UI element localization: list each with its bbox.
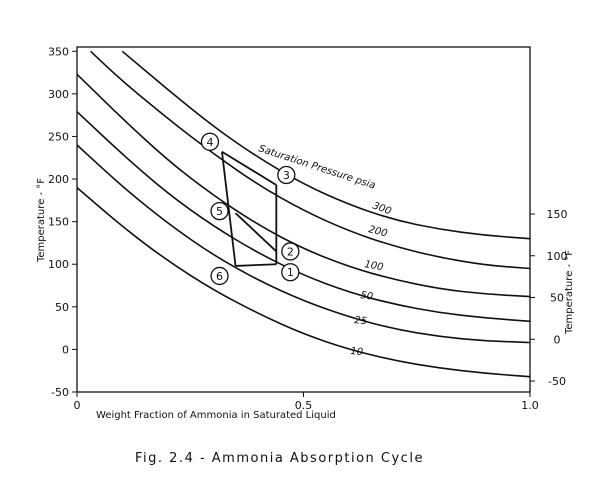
curve-label-100: 100 (363, 259, 384, 273)
figure-caption: Fig. 2.4 - Ammonia Absorption Cycle (135, 451, 424, 466)
cycle-line-5-2 (234, 212, 277, 253)
x-tick-label: 0.5 (295, 399, 313, 412)
cycle-marker-2 (281, 242, 300, 261)
y-right-tick-label: -50 (548, 375, 566, 388)
y-right-tick-label: 0 (554, 333, 561, 346)
cycle-line-3-4 (221, 151, 277, 186)
cycle-marker-label-3: 3 (283, 169, 290, 182)
curve-label-200: 200 (367, 224, 388, 239)
y-right-tick-label: 50 (550, 292, 564, 305)
pressure-curve-10 (76, 186, 531, 378)
y-axis-label-right: Temperature - °F (564, 250, 575, 335)
y-left-tick-label: 50 (55, 301, 69, 314)
cycle-marker-label-2: 2 (287, 245, 294, 258)
y-left-tick-label: -50 (51, 386, 69, 399)
pressure-curve-100 (76, 73, 531, 298)
cycle-marker-4 (200, 132, 220, 151)
y-axis-label-left: Temperature - °F (36, 178, 47, 263)
cycle-path: 1 2 3 4 5 6 (200, 132, 300, 286)
cycle-line-4-6 (221, 151, 237, 267)
pressure-curve-200 (90, 50, 531, 270)
pressure-curve-50 (76, 111, 531, 323)
pressure-curve-300 (121, 50, 531, 240)
cycle-marker-1 (281, 263, 300, 282)
cycle-marker-3 (277, 165, 296, 185)
curve-label-10: 10 (350, 346, 364, 358)
y-left-tick-label: 300 (48, 88, 69, 101)
y-right-tick-label: 100 (547, 250, 568, 263)
curve-label-50: 50 (360, 290, 374, 303)
y-left-tick-label: 200 (48, 173, 69, 186)
cycle-marker-label-6: 6 (216, 270, 223, 283)
y-left-tick-label: 350 (48, 45, 69, 58)
y-right-tick-label: 150 (547, 208, 568, 221)
pressure-curve-25 (76, 144, 531, 344)
x-axis-label: Weight Fraction of Ammonia in Saturated … (96, 410, 336, 421)
y-left-tick-label: 250 (48, 130, 69, 143)
x-tick-label: 0 (74, 399, 81, 412)
cycle-marker-label-4: 4 (206, 136, 213, 149)
cycle-marker-label-1: 1 (287, 266, 294, 279)
y-left-tick-label: 150 (48, 216, 69, 229)
cycle-marker-label-5: 5 (216, 205, 223, 218)
x-tick-label: 1.0 (521, 399, 539, 412)
cycle-marker-6 (210, 266, 229, 286)
y-left-tick-label: 0 (62, 343, 69, 356)
cycle-line-6-1 (235, 263, 277, 267)
cycle-marker-5 (210, 201, 229, 221)
y-left-tick-label: 100 (48, 258, 69, 271)
curve-label-25: 25 (354, 315, 368, 327)
